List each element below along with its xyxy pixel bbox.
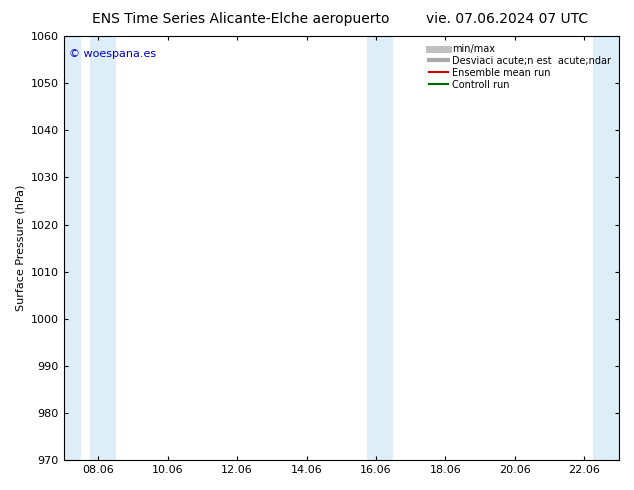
Legend: min/max, Desviaci acute;n est  acute;ndar, Ensemble mean run, Controll run: min/max, Desviaci acute;n est acute;ndar… — [426, 41, 614, 93]
Text: © woespana.es: © woespana.es — [69, 49, 156, 59]
Text: vie. 07.06.2024 07 UTC: vie. 07.06.2024 07 UTC — [426, 12, 588, 26]
Text: ENS Time Series Alicante-Elche aeropuerto: ENS Time Series Alicante-Elche aeropuert… — [92, 12, 390, 26]
Bar — [367, 36, 393, 460]
Bar — [593, 36, 619, 460]
Bar — [63, 36, 81, 460]
Bar — [89, 36, 115, 460]
Y-axis label: Surface Pressure (hPa): Surface Pressure (hPa) — [15, 185, 25, 311]
